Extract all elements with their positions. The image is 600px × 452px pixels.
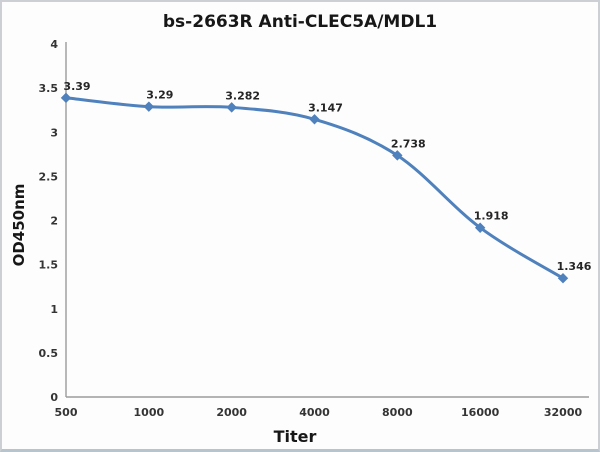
data-label: 1.918 (474, 210, 509, 223)
y-tick-label: 4 (50, 38, 58, 51)
y-tick-label: 3 (50, 126, 58, 139)
x-tick-label: 2000 (216, 406, 247, 419)
y-tick-label: 1 (50, 303, 58, 316)
y-tick-label: 2 (50, 215, 58, 228)
x-tick-label: 32000 (544, 406, 583, 419)
y-tick-label: 1.5 (39, 259, 59, 272)
x-tick-label: 500 (55, 406, 78, 419)
data-label: 3.29 (146, 89, 173, 102)
data-point-marker (474, 222, 486, 233)
x-axis-title: Titer (273, 427, 317, 446)
y-tick-label: 0 (50, 391, 58, 404)
data-label: 3.282 (225, 89, 260, 102)
series-line (64, 96, 565, 280)
data-label: 2.738 (391, 137, 426, 150)
data-label: 3.39 (63, 80, 90, 93)
x-tick-label: 4000 (299, 406, 330, 419)
data-point-marker (309, 114, 320, 125)
data-point-marker (60, 92, 72, 104)
y-tick-label: 0.5 (39, 347, 59, 360)
x-tick-label: 16000 (461, 406, 500, 419)
x-tick-label: 8000 (382, 406, 413, 419)
data-point-marker (557, 273, 569, 284)
data-point-marker (226, 102, 237, 113)
data-point-marker (392, 150, 403, 161)
data-label: 3.147 (308, 101, 343, 114)
chart-title: bs-2663R Anti-CLEC5A/MDL1 (162, 12, 438, 32)
data-point-marker (143, 101, 155, 112)
data-label: 1.346 (557, 260, 592, 273)
x-tick-label: 1000 (134, 406, 165, 419)
y-tick-label: 3.5 (39, 82, 59, 95)
y-tick-label: 2.5 (39, 170, 59, 183)
